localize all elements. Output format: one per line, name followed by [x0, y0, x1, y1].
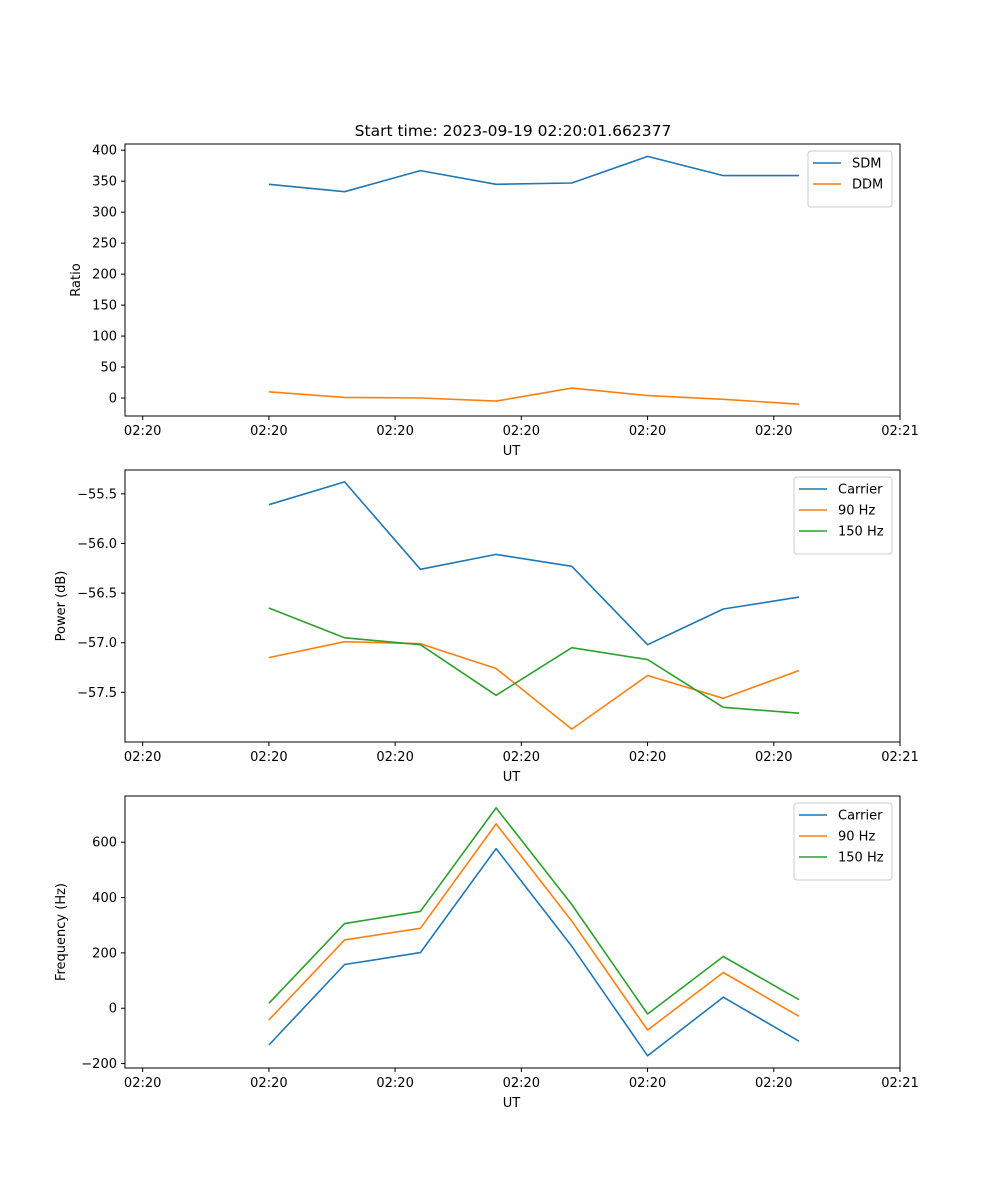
- x-tick-label: 02:20: [124, 1076, 161, 1091]
- x-tick-label: 02:20: [503, 424, 540, 439]
- series-line-ddm: [268, 387, 800, 405]
- legend: Carrier 90 Hz 150 Hz: [793, 476, 893, 555]
- x-tick-label: 02:20: [629, 424, 666, 439]
- axes-frame: [124, 795, 901, 1069]
- y-tick-label: 350: [92, 175, 117, 190]
- y-tick-label: 200: [92, 268, 117, 283]
- x-tick-label: 02:20: [755, 1076, 792, 1091]
- y-tick-label: 150: [92, 299, 117, 314]
- legend-label: 150 Hz: [838, 851, 884, 866]
- axes-frame: [124, 469, 901, 743]
- y-tick-label: 250: [92, 237, 117, 252]
- legend-label: DDM: [852, 178, 883, 193]
- series-line-carrier: [268, 481, 800, 646]
- legend-box: [793, 476, 893, 555]
- x-tick-label: 02:21: [881, 1076, 918, 1091]
- chart-ratio: 02:20 02:20 02:20 02:20 02:20 02:20 02:21 0 50 10…: [69, 143, 919, 459]
- x-tick-label: 02:20: [250, 1076, 287, 1091]
- series-line-carrier: [268, 847, 800, 1057]
- legend: Carrier 90 Hz 150 Hz: [793, 802, 893, 881]
- x-tick-label: 02:21: [881, 750, 918, 765]
- legend-box: [793, 802, 893, 881]
- x-tick-label: 02:20: [755, 424, 792, 439]
- x-tick-label: 02:20: [503, 750, 540, 765]
- x-axis-label: UT: [503, 1096, 521, 1111]
- y-tick-label: −56.5: [77, 587, 117, 602]
- legend-box: [807, 150, 893, 208]
- y-axis-label: Ratio: [69, 263, 84, 296]
- y-tick-label: 100: [92, 330, 117, 345]
- x-tick-label: 02:20: [376, 424, 413, 439]
- legend-label: 90 Hz: [838, 504, 875, 519]
- series-line-90-hz: [268, 640, 800, 730]
- x-tick-label: 02:20: [629, 1076, 666, 1091]
- y-tick-label: −57.0: [77, 636, 117, 651]
- y-tick-label: 400: [92, 144, 117, 159]
- x-axis-label: UT: [503, 444, 521, 459]
- series-line-150-hz: [268, 807, 800, 1015]
- y-tick-label: 300: [92, 206, 117, 221]
- y-tick-label: 600: [92, 836, 117, 851]
- y-tick-label: −200: [81, 1057, 117, 1072]
- x-tick-label: 02:20: [376, 1076, 413, 1091]
- legend-label: 90 Hz: [838, 830, 875, 845]
- x-tick-label: 02:21: [881, 424, 918, 439]
- panels: 02:20 02:20 02:20 02:20 02:20 02:20 02:21 0 50 10…: [54, 143, 919, 1111]
- legend: SDM DDM: [807, 150, 893, 208]
- x-tick-label: 02:20: [629, 750, 666, 765]
- series-line-150-hz: [268, 607, 800, 714]
- y-tick-label: −57.5: [77, 686, 117, 701]
- x-tick-label: 02:20: [124, 424, 161, 439]
- chart-frequency: 02:20 02:20 02:20 02:20 02:20 02:20 02:21 −200 0…: [54, 795, 919, 1111]
- x-tick-label: 02:20: [250, 750, 287, 765]
- legend-label: SDM: [852, 157, 881, 172]
- x-tick-label: 02:20: [124, 750, 161, 765]
- x-tick-label: 02:20: [503, 1076, 540, 1091]
- y-axis-label: Frequency (Hz): [54, 883, 69, 981]
- x-tick-label: 02:20: [250, 424, 287, 439]
- y-axis-label: Power (dB): [54, 571, 69, 642]
- y-tick-label: 50: [100, 361, 117, 376]
- legend-label: Carrier: [838, 809, 883, 824]
- legend-label: Carrier: [838, 483, 883, 498]
- legend-label: 150 Hz: [838, 525, 884, 540]
- figure-title: Start time: 2023-09-19 02:20:01.662377: [355, 122, 672, 140]
- y-tick-label: 0: [109, 392, 117, 407]
- x-axis-label: UT: [503, 770, 521, 785]
- series-line-90-hz: [268, 823, 800, 1031]
- y-tick-label: 200: [92, 946, 117, 961]
- x-tick-label: 02:20: [755, 750, 792, 765]
- axes-frame: [124, 143, 901, 417]
- chart-power: 02:20 02:20 02:20 02:20 02:20 02:20 02:21 −57.5…: [54, 469, 919, 785]
- y-tick-label: −55.5: [77, 487, 117, 502]
- series-line-sdm: [268, 155, 799, 193]
- x-tick-label: 02:20: [376, 750, 413, 765]
- y-tick-label: 0: [109, 1002, 117, 1017]
- y-tick-label: 400: [92, 891, 117, 906]
- y-tick-label: −56.0: [77, 537, 117, 552]
